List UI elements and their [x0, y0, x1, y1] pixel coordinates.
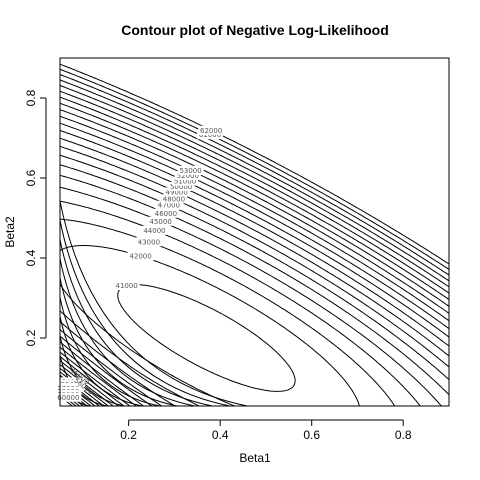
corner-contour-line — [59, 258, 195, 407]
contour-label-50000: 50000 — [170, 183, 192, 191]
x-tick-label: 0.8 — [395, 428, 412, 442]
contour-line-51000 — [59, 130, 450, 407]
contour-label-bg — [177, 165, 204, 175]
contour-label-61000: 61000 — [199, 131, 221, 139]
y-tick-label: 0.2 — [24, 329, 38, 346]
x-axis: 0.2 0.4 0.6 0.8 — [120, 419, 412, 442]
contour-label-bg — [160, 194, 187, 204]
contour-line-55000 — [59, 102, 450, 407]
contour-label-bg — [172, 176, 199, 186]
corner-contour-line — [59, 297, 160, 407]
x-tick-label: 0.6 — [303, 428, 320, 442]
x-tick-label: 0.4 — [212, 428, 229, 442]
plot-frame — [59, 57, 450, 407]
contour-label-bg — [152, 208, 179, 218]
contour-label-60000: 60000 — [57, 394, 79, 402]
contour-line-57000 — [59, 90, 450, 407]
contour-label-bg — [141, 225, 168, 235]
contour-label-bg — [198, 125, 225, 135]
corner-contour-line — [59, 220, 230, 407]
contour-label-bg — [168, 181, 195, 191]
contour-label-48000: 48000 — [163, 195, 185, 203]
y-axis-label: Beta2 — [3, 216, 17, 248]
contour-label-45000: 45000 — [150, 218, 172, 226]
contour-line-41000 — [117, 284, 296, 392]
y-axis: 0.2 0.4 0.6 0.8 — [24, 89, 47, 346]
contour-label-bg — [55, 392, 82, 402]
contour-label-52000: 52000 — [177, 172, 199, 180]
y-tick-label: 0.6 — [24, 169, 38, 186]
y-tick-label: 0.4 — [24, 249, 38, 266]
corner-contour-line — [59, 277, 178, 407]
contour-line-53000 — [59, 115, 450, 407]
contour-label-47000: 47000 — [158, 202, 180, 210]
contour-line-42000 — [59, 245, 360, 407]
contour-line-59000 — [59, 79, 450, 407]
contour-line-43000 — [59, 218, 396, 407]
x-axis-label: Beta1 — [239, 451, 271, 465]
contour-line-62000 — [59, 63, 450, 407]
contour-label-51000: 51000 — [174, 178, 196, 186]
corner-contour-line — [59, 316, 143, 407]
contour-label-42000: 42000 — [129, 253, 151, 261]
contour-line-46000 — [59, 174, 450, 407]
x-tick-label: 0.2 — [120, 428, 137, 442]
contour-label-bg — [147, 216, 174, 226]
contour-label-43000: 43000 — [138, 238, 160, 246]
contour-label-bg — [135, 237, 162, 247]
contour-label-62000: 62000 — [200, 127, 222, 135]
contour-line-52000 — [59, 122, 450, 407]
contour-line-44000 — [59, 200, 421, 407]
contour-lines-group — [59, 63, 450, 407]
contour-label-41000: 41000 — [115, 282, 137, 290]
contour-label-49000: 49000 — [166, 189, 188, 197]
y-tick-label: 0.8 — [24, 89, 38, 106]
contour-line-60000 — [59, 74, 450, 407]
corner-contour-line — [59, 239, 213, 407]
corner-contour-line — [59, 201, 248, 407]
contour-label-bg — [113, 281, 140, 291]
contour-labels-group: 41000 42000 43000 4400045000460004700048000… — [55, 125, 225, 402]
contour-label-bg — [127, 251, 154, 261]
contour-line-56000 — [59, 96, 450, 407]
contour-line-58000 — [59, 85, 450, 407]
contour-label-bg — [155, 200, 182, 210]
contour-label-46000: 46000 — [155, 210, 177, 218]
contour-label-bg — [163, 187, 190, 197]
contour-label-53000: 53000 — [179, 167, 201, 175]
contour-label-bg — [174, 171, 201, 181]
contour-line-45000 — [59, 186, 442, 407]
chart-title: Contour plot of Negative Log-Likelihood — [121, 22, 389, 38]
contour-line-54000 — [59, 109, 450, 407]
contour-line-49000 — [59, 145, 450, 407]
contour-line-47000 — [59, 164, 450, 407]
contour-label-44000: 44000 — [143, 227, 165, 235]
